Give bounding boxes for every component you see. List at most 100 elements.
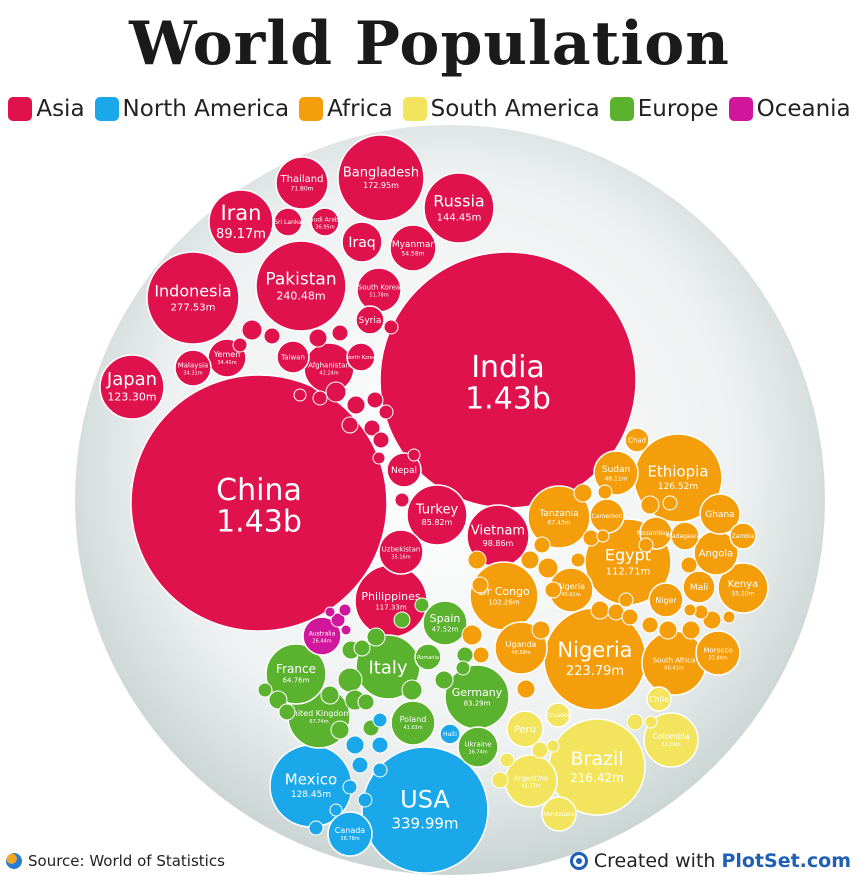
bubble-circle[interactable]	[255, 240, 347, 332]
bubble-haiti[interactable]: Haiti	[439, 723, 461, 745]
small-country-bubble[interactable]	[456, 646, 474, 664]
bubble-circle[interactable]	[276, 340, 310, 374]
small-country-bubble[interactable]	[340, 624, 352, 636]
bubble-circle[interactable]	[337, 134, 425, 222]
small-country-bubble[interactable]	[597, 484, 613, 500]
small-country-bubble[interactable]	[320, 685, 340, 705]
small-country-bubble[interactable]	[331, 324, 349, 342]
small-country-bubble[interactable]	[537, 557, 559, 579]
bubble-circle[interactable]	[439, 723, 461, 745]
small-country-bubble[interactable]	[455, 660, 471, 676]
bubble-nigeria[interactable]: Nigeria 223.79m	[543, 607, 647, 711]
small-country-bubble[interactable]	[621, 608, 639, 626]
small-country-bubble[interactable]	[372, 712, 388, 728]
bubble-circle[interactable]	[389, 224, 437, 272]
small-country-bubble[interactable]	[372, 762, 388, 778]
small-country-bubble[interactable]	[641, 616, 659, 634]
small-country-bubble[interactable]	[662, 495, 678, 511]
bubble-north-korea[interactable]: North Korea	[346, 342, 376, 372]
bubble-circle[interactable]	[273, 207, 303, 237]
bubble-circle[interactable]	[361, 746, 489, 874]
small-country-bubble[interactable]	[638, 537, 654, 553]
small-country-bubble[interactable]	[394, 492, 410, 508]
bubble-circle[interactable]	[414, 643, 442, 671]
credit-brand[interactable]: PlotSet.com	[721, 850, 851, 872]
small-country-bubble[interactable]	[471, 576, 489, 594]
bubble-circle[interactable]	[310, 207, 340, 237]
bubble-circle[interactable]	[208, 189, 274, 255]
small-country-bubble[interactable]	[363, 419, 381, 437]
small-country-bubble[interactable]	[544, 581, 562, 599]
small-country-bubble[interactable]	[467, 550, 487, 570]
bubble-chile[interactable]: Chile	[646, 686, 672, 712]
small-country-bubble[interactable]	[491, 771, 509, 789]
bubble-circle[interactable]	[506, 710, 544, 748]
small-country-bubble[interactable]	[263, 327, 281, 345]
small-country-bubble[interactable]	[531, 620, 551, 640]
bubble-ghana[interactable]: Ghana	[699, 493, 741, 535]
small-country-bubble[interactable]	[573, 483, 593, 503]
bubble-madagascar[interactable]: Madagascar	[667, 521, 704, 551]
small-country-bubble[interactable]	[345, 735, 365, 755]
small-country-bubble[interactable]	[366, 391, 384, 409]
small-country-bubble[interactable]	[329, 803, 343, 817]
credit[interactable]: Created with PlotSet.com	[569, 850, 851, 872]
bubble-circle[interactable]	[624, 427, 650, 453]
small-country-bubble[interactable]	[378, 404, 394, 420]
small-country-bubble[interactable]	[293, 388, 307, 402]
bubble-syria[interactable]: Syria	[355, 305, 385, 335]
small-country-bubble[interactable]	[383, 319, 399, 335]
small-country-bubble[interactable]	[357, 693, 375, 711]
bubble-circle[interactable]	[386, 452, 422, 488]
bubble-circle[interactable]	[390, 700, 436, 746]
bubble-taiwan[interactable]: Taiwan	[276, 340, 310, 374]
bubble-ecuador[interactable]: Ecuador	[545, 702, 571, 728]
bubble-circle[interactable]	[541, 796, 577, 832]
bubble-cameroon[interactable]: Cameroon	[589, 498, 625, 534]
small-country-bubble[interactable]	[414, 597, 430, 613]
bubble-circle[interactable]	[699, 493, 741, 535]
bubble-iraq[interactable]: Iraq	[341, 221, 383, 263]
bubble-circle[interactable]	[695, 630, 741, 676]
bubble-circle[interactable]	[646, 686, 672, 712]
bubble-circle[interactable]	[717, 562, 769, 614]
bubble-circle[interactable]	[99, 354, 165, 420]
small-country-bubble[interactable]	[257, 682, 273, 698]
small-country-bubble[interactable]	[626, 713, 644, 731]
small-country-bubble[interactable]	[342, 779, 358, 795]
bubble-circle[interactable]	[457, 726, 499, 768]
bubble-circle[interactable]	[355, 305, 385, 335]
small-country-bubble[interactable]	[531, 741, 549, 759]
small-country-bubble[interactable]	[461, 624, 483, 646]
bubble-circle[interactable]	[643, 712, 699, 768]
bubble-peru[interactable]: Peru	[506, 710, 544, 748]
small-country-bubble[interactable]	[371, 736, 389, 754]
small-country-bubble[interactable]	[434, 670, 454, 690]
bubble-russia[interactable]: Russia 144.45m	[423, 172, 495, 244]
small-country-bubble[interactable]	[658, 620, 678, 640]
bubble-circle[interactable]	[406, 484, 468, 546]
small-country-bubble[interactable]	[533, 536, 551, 554]
small-country-bubble[interactable]	[330, 720, 350, 740]
small-country-bubble[interactable]	[582, 529, 600, 547]
small-country-bubble[interactable]	[516, 679, 536, 699]
small-country-bubble[interactable]	[680, 556, 698, 574]
small-country-bubble[interactable]	[618, 592, 634, 608]
bubble-circle[interactable]	[670, 521, 700, 551]
bubble-nepal[interactable]: Nepal	[386, 452, 422, 488]
